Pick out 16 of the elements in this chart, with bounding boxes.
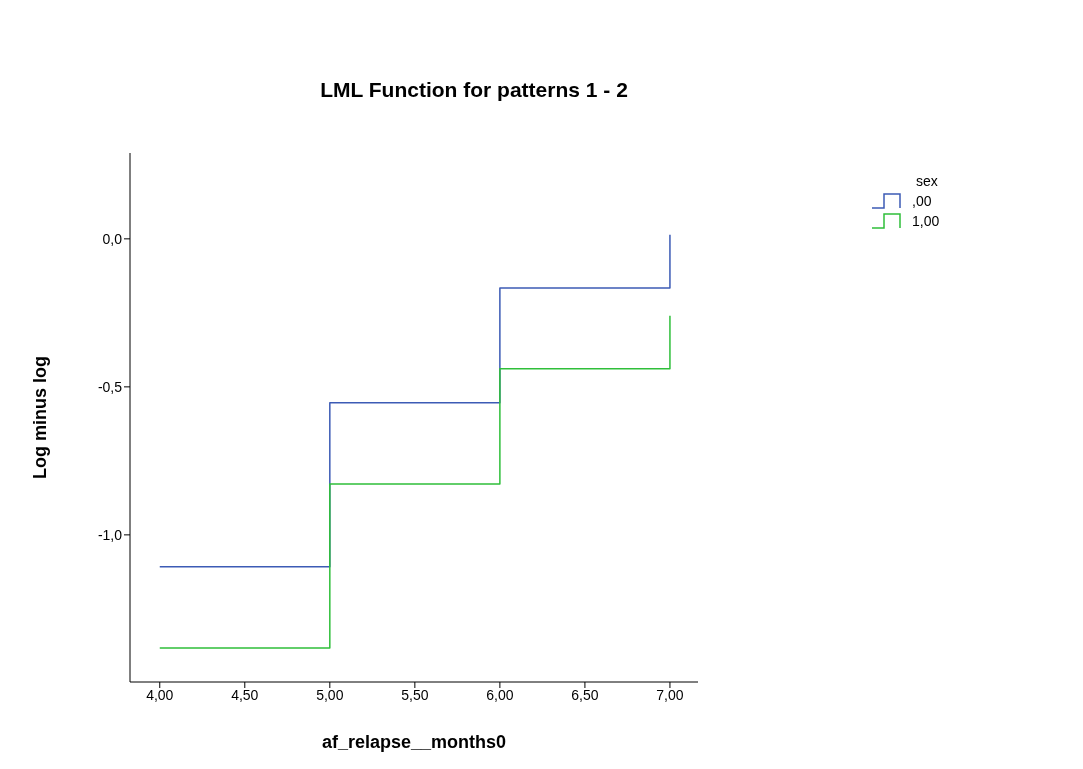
legend-label: ,00 — [912, 193, 932, 209]
x-tick-label: 6,50 — [571, 686, 599, 703]
y-axis-title: Log minus log — [30, 356, 51, 479]
x-tick-label: 4,50 — [231, 686, 259, 703]
legend-title: sex — [916, 173, 939, 189]
legend-label: 1,00 — [912, 213, 940, 229]
x-tick-label: 7,00 — [656, 686, 684, 703]
x-tick-label: 6,00 — [486, 686, 514, 703]
y-tick-label: -0,5 — [97, 378, 123, 395]
x-tick-label: 5,50 — [401, 686, 429, 703]
y-tick-label: 0,0 — [102, 230, 123, 247]
chart-title: LML Function for patterns 1 - 2 — [319, 78, 629, 102]
x-axis-title: af_relapse__months0 — [321, 732, 507, 752]
x-tick-label: 5,00 — [316, 686, 344, 703]
x-tick-label: 4,00 — [146, 686, 174, 703]
y-tick-label: -1,0 — [97, 526, 123, 543]
